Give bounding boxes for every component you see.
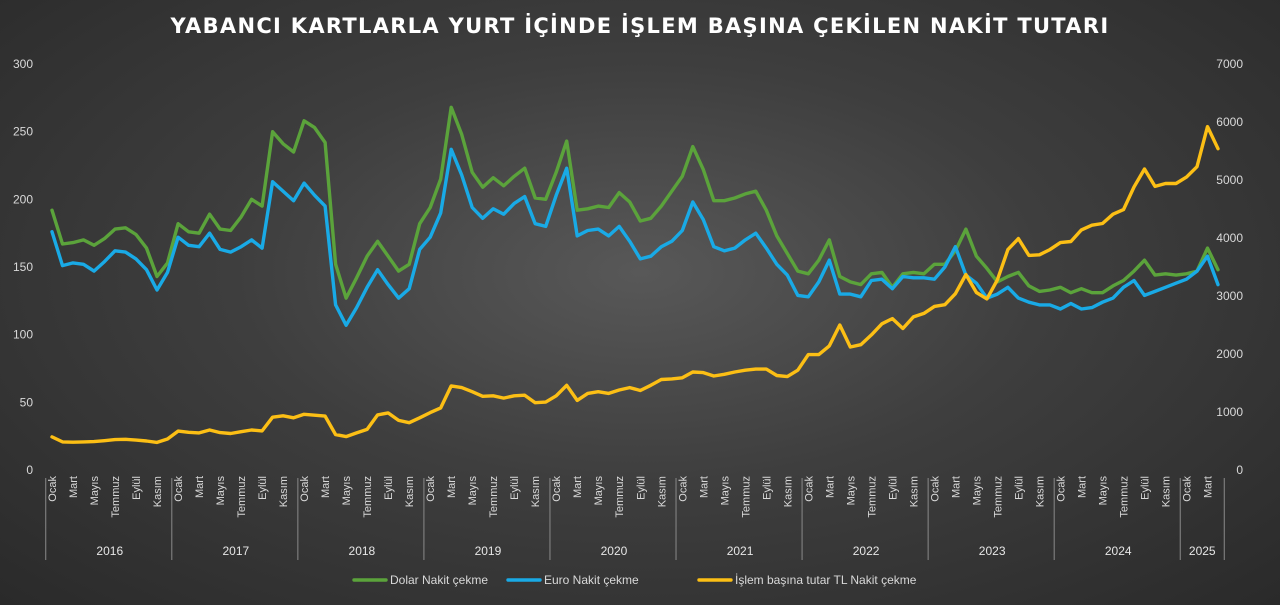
x-month-label: Mart	[320, 476, 332, 498]
x-month-label: Ocak	[1055, 476, 1067, 502]
legend-label-3: İşlem başına tutar TL Nakit çekme	[735, 573, 917, 587]
y-right-tick-label: 1000	[1216, 405, 1243, 419]
x-month-label: Mayıs	[89, 476, 101, 506]
x-month-label: Mart	[824, 476, 836, 498]
legend-label-2: Euro Nakit çekme	[544, 573, 639, 587]
x-month-label: Ocak	[803, 476, 815, 502]
x-year-label: 2019	[475, 544, 502, 558]
x-month-label: Ocak	[425, 476, 437, 502]
x-month-label: Kasım	[530, 476, 542, 507]
y-left-tick-label: 300	[13, 57, 33, 71]
x-year-label: 2021	[727, 544, 754, 558]
y-left-tick-label: 150	[13, 260, 33, 274]
chart-title: YABANCI KARTLARLA YURT İÇİNDE İŞLEM BAŞI…	[170, 14, 1110, 38]
series-line-1	[50, 105, 1220, 300]
x-month-label: Temmuz	[1118, 476, 1130, 518]
x-month-label: Eylül	[131, 476, 143, 500]
y-left-tick-label: 100	[13, 328, 33, 342]
x-month-label: Mayıs	[593, 476, 605, 506]
y-right-tick-label: 6000	[1216, 115, 1243, 129]
x-month-label: Kasım	[152, 476, 164, 507]
series-line-3	[50, 124, 1220, 445]
x-month-label: Temmuz	[992, 476, 1004, 518]
x-month-label: Mayıs	[1097, 476, 1109, 506]
x-month-label: Eylül	[635, 476, 647, 500]
x-month-label: Mart	[194, 476, 206, 498]
x-month-label: Ocak	[173, 476, 185, 502]
x-month-label: Ocak	[47, 476, 59, 502]
x-month-label: Kasım	[656, 476, 668, 507]
y-left-tick-label: 50	[20, 395, 34, 409]
x-month-label: Kasım	[1034, 476, 1046, 507]
x-month-label: Kasım	[908, 476, 920, 507]
y-right-tick-label: 2000	[1216, 347, 1243, 361]
x-month-label: Mayıs	[467, 476, 479, 506]
x-year-label: 2023	[979, 544, 1006, 558]
x-month-label: Temmuz	[614, 476, 626, 518]
x-month-label: Mart	[572, 476, 584, 498]
x-month-label: Eylül	[257, 476, 269, 500]
x-month-label: Temmuz	[236, 476, 248, 518]
x-month-label: Eylül	[509, 476, 521, 500]
y-right-tick-label: 5000	[1216, 173, 1243, 187]
x-month-label: Mart	[950, 476, 962, 498]
y-left-tick-label: 250	[13, 125, 33, 139]
x-month-label: Temmuz	[488, 476, 500, 518]
x-month-label: Mart	[68, 476, 80, 498]
x-year-label: 2024	[1105, 544, 1132, 558]
axes-layer: 0501001502002503000100020003000400050006…	[13, 57, 1243, 560]
x-year-label: 2016	[96, 544, 123, 558]
x-month-label: Mayıs	[971, 476, 983, 506]
x-year-label: 2022	[853, 544, 880, 558]
x-month-label: Eylül	[1139, 476, 1151, 500]
y-left-tick-label: 200	[13, 192, 33, 206]
series-lines	[50, 105, 1220, 445]
x-month-label: Mayıs	[719, 476, 731, 506]
x-month-label: Eylül	[761, 476, 773, 500]
x-month-label: Mart	[698, 476, 710, 498]
y-right-tick-label: 7000	[1216, 57, 1243, 71]
y-left-tick-label: 0	[26, 463, 33, 477]
x-month-label: Temmuz	[110, 476, 122, 518]
x-year-label: 2018	[349, 544, 376, 558]
x-year-label: 2025	[1189, 544, 1216, 558]
x-month-label: Eylül	[1013, 476, 1025, 500]
x-month-label: Ocak	[1181, 476, 1193, 502]
x-month-label: Mayıs	[845, 476, 857, 506]
x-year-label: 2020	[601, 544, 628, 558]
y-right-tick-label: 0	[1236, 463, 1243, 477]
x-month-label: Ocak	[299, 476, 311, 502]
series-line-2	[50, 147, 1220, 327]
x-month-label: Kasım	[278, 476, 290, 507]
x-month-label: Ocak	[929, 476, 941, 502]
x-month-label: Ocak	[677, 476, 689, 502]
x-month-label: Mayıs	[215, 476, 227, 506]
x-month-label: Mart	[1202, 476, 1214, 498]
x-month-label: Eylül	[887, 476, 899, 500]
x-month-label: Mayıs	[341, 476, 353, 506]
x-month-label: Kasım	[1160, 476, 1172, 507]
legend-label-1: Dolar Nakit çekme	[390, 573, 488, 587]
x-year-label: 2017	[222, 544, 249, 558]
x-month-label: Ocak	[551, 476, 563, 502]
x-month-label: Mart	[446, 476, 458, 498]
x-month-label: Eylül	[383, 476, 395, 500]
y-right-tick-label: 3000	[1216, 289, 1243, 303]
legend: Dolar Nakit çekme Euro Nakit çekme İşlem b…	[352, 573, 917, 587]
x-month-label: Temmuz	[740, 476, 752, 518]
x-month-label: Temmuz	[362, 476, 374, 518]
x-month-label: Kasım	[404, 476, 416, 507]
x-month-label: Mart	[1076, 476, 1088, 498]
x-month-label: Temmuz	[866, 476, 878, 518]
x-month-label: Kasım	[782, 476, 794, 507]
y-right-tick-label: 4000	[1216, 231, 1243, 245]
